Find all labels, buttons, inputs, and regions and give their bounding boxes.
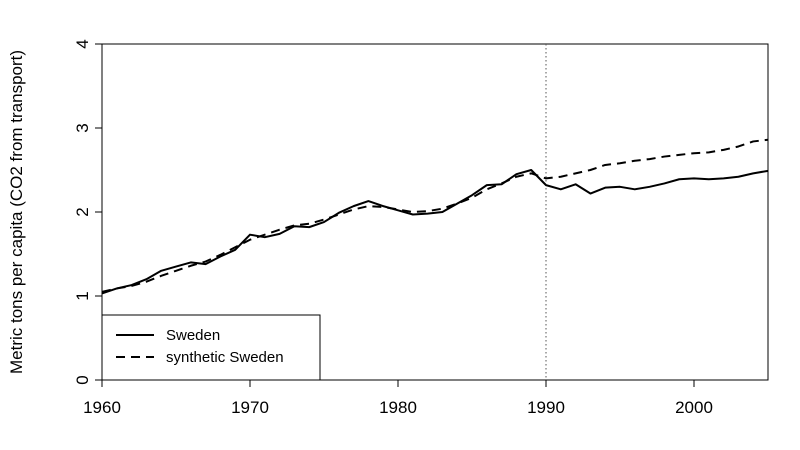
legend-label: synthetic Sweden <box>166 349 284 366</box>
legend-label: Sweden <box>166 327 220 344</box>
y-tick-label: 1 <box>73 291 92 300</box>
x-tick-label: 1980 <box>379 398 417 417</box>
series-line-synthetic-sweden <box>101 138 769 293</box>
legend-box <box>101 314 321 381</box>
y-tick-label: 3 <box>73 123 92 132</box>
series-layer <box>101 138 769 295</box>
y-axis: 0 1 2 3 4 <box>73 39 102 385</box>
y-tick-label: 4 <box>73 39 92 48</box>
x-tick-label: 1990 <box>527 398 565 417</box>
y-tick-label: 0 <box>73 375 92 384</box>
legend: Sweden synthetic Sweden <box>101 314 321 381</box>
series-line-sweden <box>101 169 769 295</box>
x-tick-label: 1970 <box>231 398 269 417</box>
y-tick-label: 2 <box>73 207 92 216</box>
y-axis-title: Metric tons per capita (CO2 from transpo… <box>7 50 26 374</box>
x-tick-label: 1960 <box>83 398 121 417</box>
x-tick-label: 2000 <box>675 398 713 417</box>
x-axis: 1960 1970 1980 1990 2000 <box>83 380 713 417</box>
